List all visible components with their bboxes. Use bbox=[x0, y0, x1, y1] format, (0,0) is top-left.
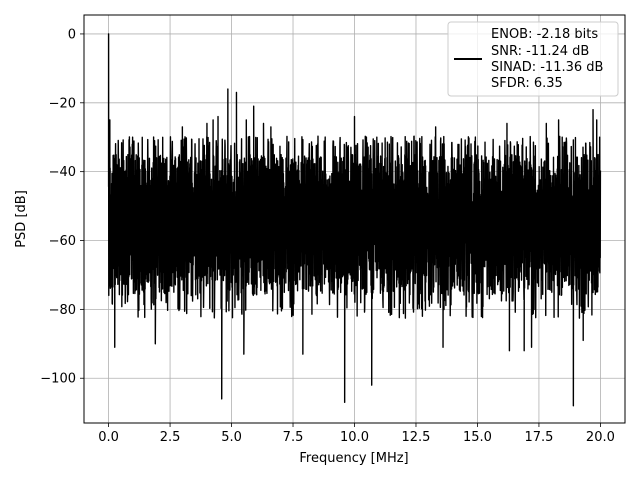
legend-snr: SNR: -11.24 dB bbox=[491, 44, 589, 59]
x-tick-label: 2.5 bbox=[160, 430, 181, 445]
y-axis-ticks: 0 −20 −40 −60 −80 −100 bbox=[40, 27, 84, 387]
x-tick-label: 7.5 bbox=[283, 430, 304, 445]
y-tick-label: −20 bbox=[49, 96, 76, 111]
x-tick-label: 15.0 bbox=[463, 430, 492, 445]
y-tick-label: −40 bbox=[49, 165, 76, 180]
legend-sinad: SINAD: -11.36 dB bbox=[491, 60, 603, 75]
x-tick-label: 20.0 bbox=[586, 430, 615, 445]
x-axis-ticks: 0.0 2.5 5.0 7.5 10.0 12.5 15.0 17.5 20.0 bbox=[98, 423, 615, 445]
x-tick-label: 10.0 bbox=[340, 430, 369, 445]
y-tick-label: −100 bbox=[40, 372, 76, 387]
y-tick-label: 0 bbox=[68, 27, 76, 42]
x-tick-label: 17.5 bbox=[524, 430, 553, 445]
y-tick-label: −80 bbox=[49, 303, 76, 318]
y-axis-label: PSD [dB] bbox=[14, 190, 29, 248]
y-tick-label: −60 bbox=[49, 234, 76, 249]
psd-line bbox=[107, 33, 602, 407]
legend-enob: ENOB: -2.18 bits bbox=[491, 27, 598, 42]
x-axis-label: Frequency [MHz] bbox=[299, 451, 408, 466]
legend-sfdr: SFDR: 6.35 bbox=[491, 76, 563, 91]
legend-box bbox=[447, 21, 619, 97]
psd-trace bbox=[107, 33, 602, 407]
legend: ENOB: -2.18 bits SNR: -11.24 dB SINAD: -… bbox=[447, 21, 619, 97]
x-tick-label: 0.0 bbox=[98, 430, 119, 445]
x-tick-label: 12.5 bbox=[402, 430, 431, 445]
x-tick-label: 5.0 bbox=[221, 430, 242, 445]
